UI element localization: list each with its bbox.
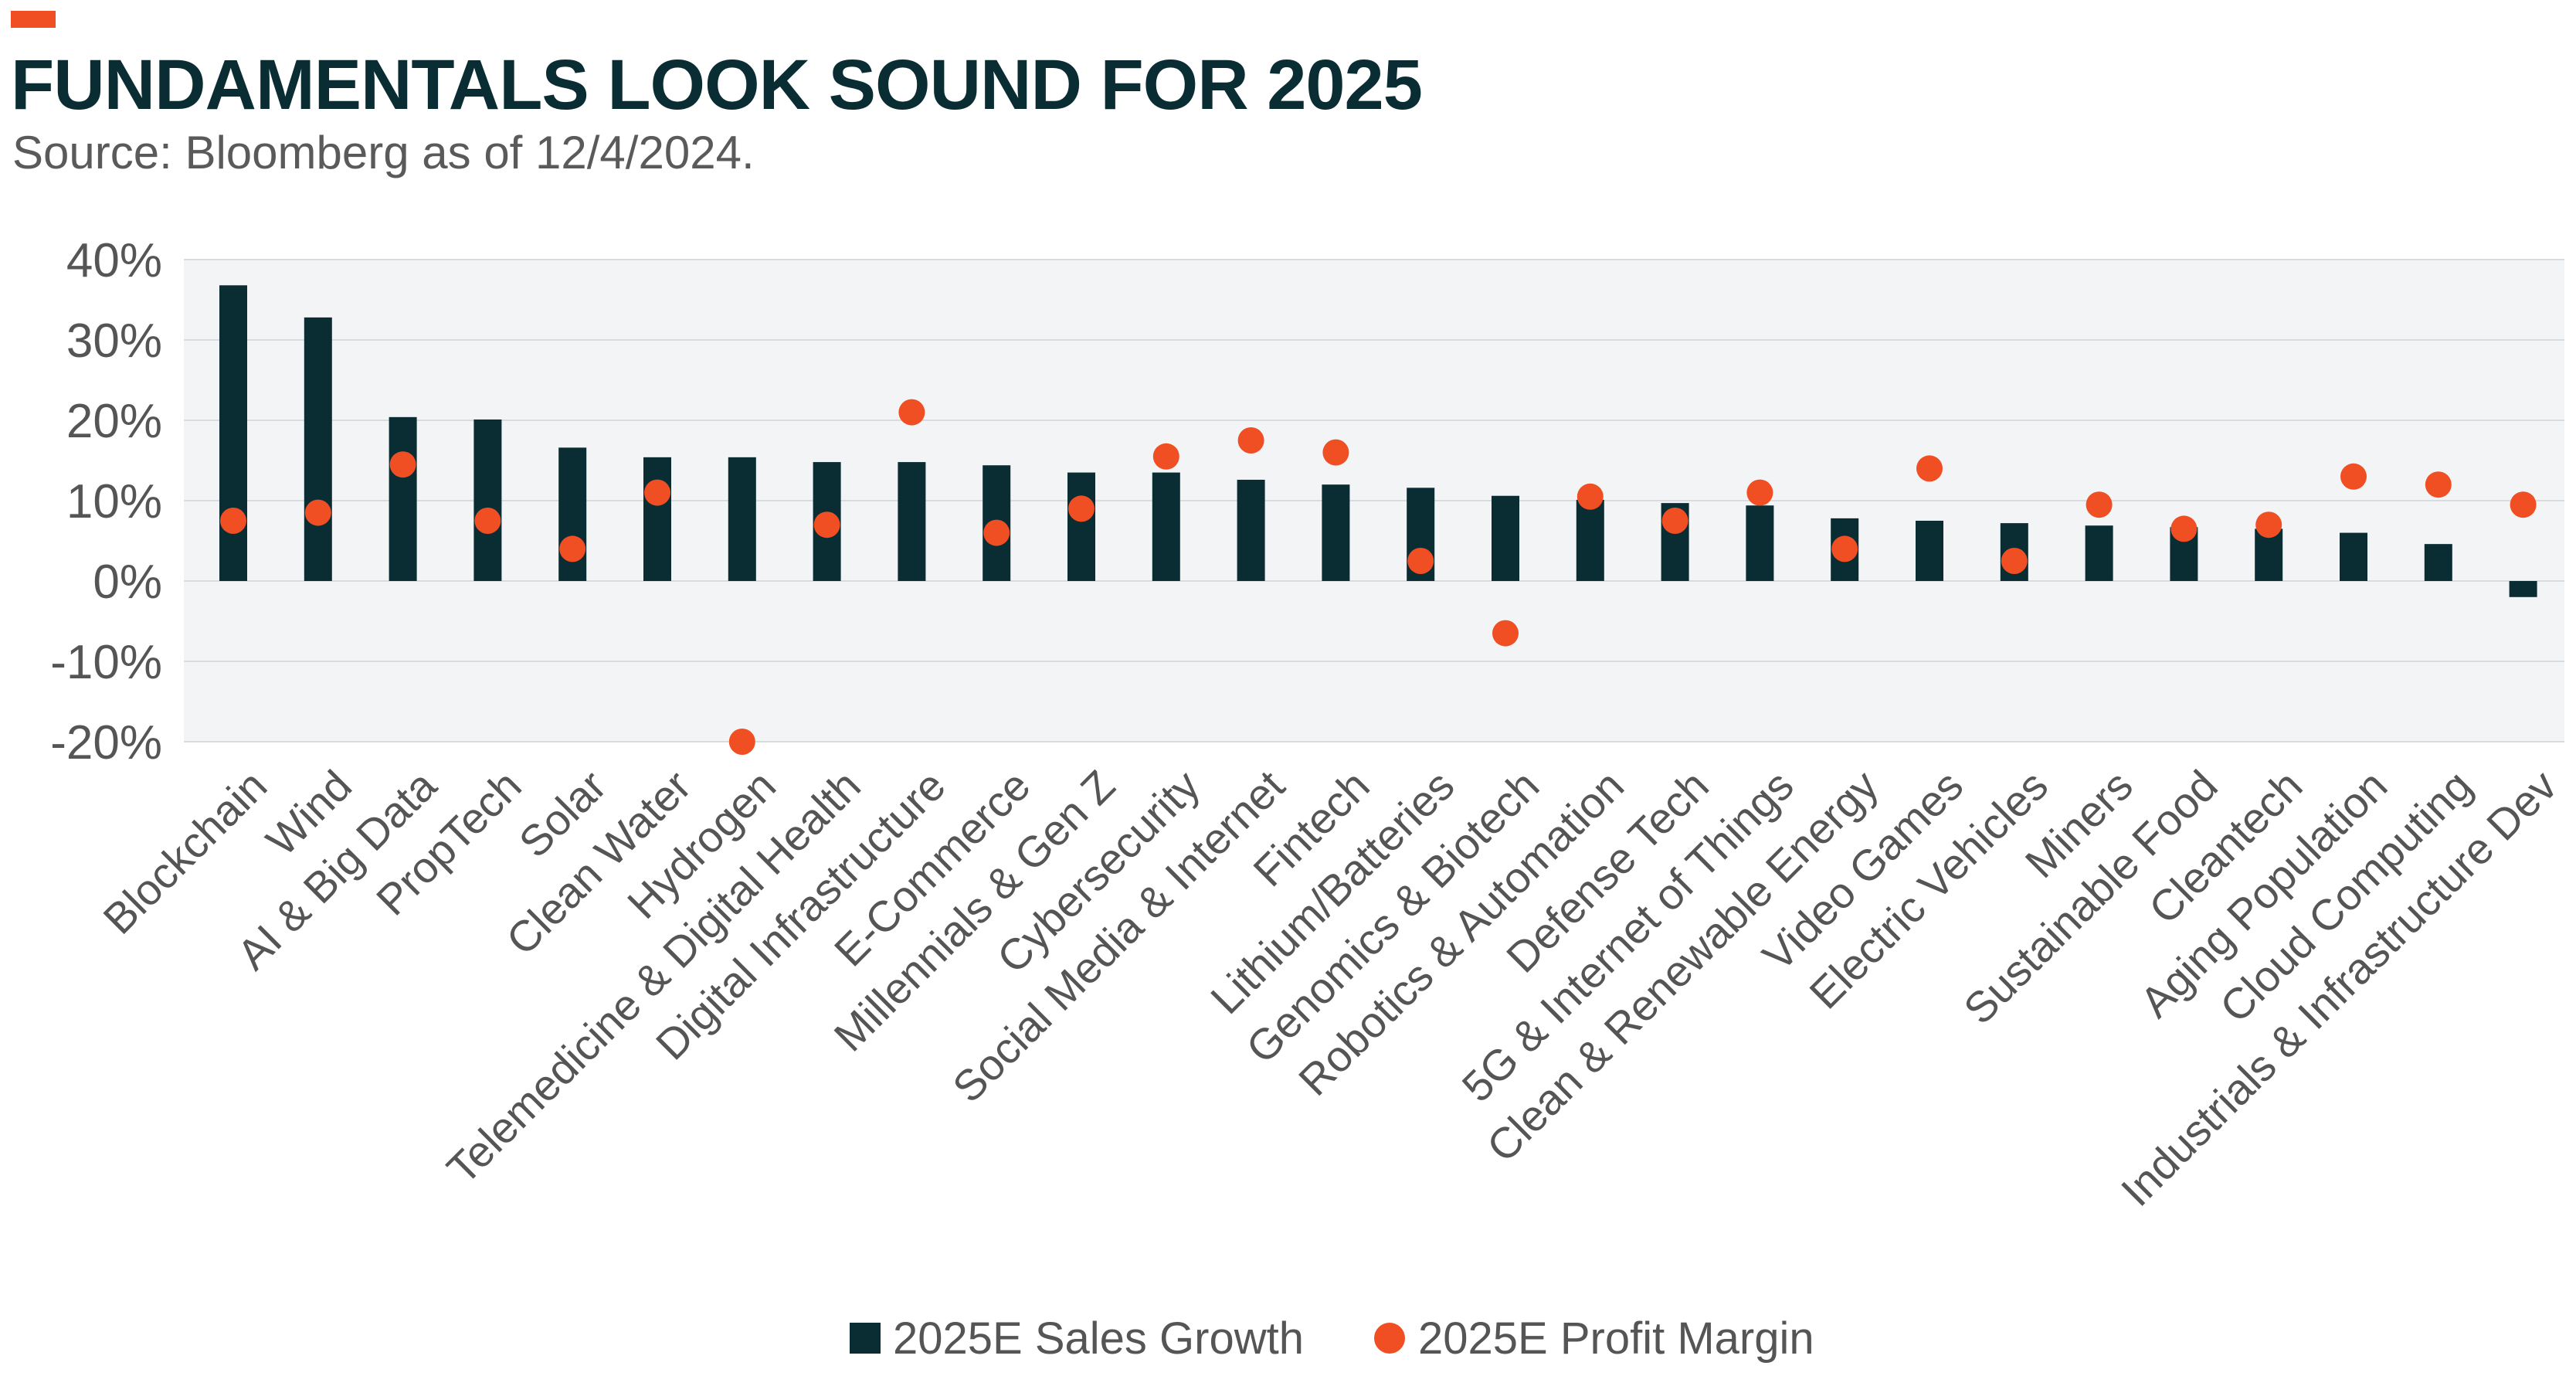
profit-margin-dot bbox=[1916, 455, 1943, 482]
title-accent-bar bbox=[11, 11, 56, 28]
y-tick-label: -20% bbox=[50, 716, 162, 770]
profit-margin-dot bbox=[728, 729, 755, 755]
profit-margin-dot bbox=[1237, 427, 1264, 454]
profit-margin-dot bbox=[1407, 548, 1434, 574]
sales-growth-bar bbox=[1916, 521, 1943, 581]
profit-margin-dot bbox=[220, 508, 246, 534]
y-tick-label: 10% bbox=[66, 475, 162, 528]
profit-margin-dots bbox=[220, 399, 2537, 755]
sales-growth-bar bbox=[1322, 484, 1350, 581]
sales-growth-bar bbox=[219, 285, 247, 581]
chart-subtitle: Source: Bloomberg as of 12/4/2024. bbox=[12, 127, 755, 178]
profit-margin-dot bbox=[1068, 495, 1095, 522]
profit-margin-dot bbox=[1576, 483, 1604, 510]
y-tick-label: 20% bbox=[66, 395, 162, 448]
profit-margin-dot bbox=[898, 399, 925, 426]
profit-margin-dot bbox=[1322, 439, 1349, 466]
sales-growth-bar bbox=[389, 416, 417, 581]
sales-growth-bars bbox=[219, 285, 2537, 597]
profit-margin-dot bbox=[2255, 511, 2282, 539]
profit-margin-dot bbox=[2086, 491, 2113, 518]
profit-margin-dot bbox=[304, 499, 331, 526]
sales-growth-bar bbox=[898, 462, 926, 581]
sales-growth-bar bbox=[1237, 479, 1265, 581]
sales-growth-bar bbox=[1746, 505, 1774, 581]
sales-growth-bar bbox=[2085, 525, 2113, 581]
profit-margin-dot bbox=[1746, 479, 1773, 506]
profit-margin-dot bbox=[1492, 620, 1519, 647]
profit-margin-dot bbox=[1831, 535, 1858, 562]
legend-label-profit-margin: 2025E Profit Margin bbox=[1418, 1313, 1814, 1364]
profit-margin-dot bbox=[2001, 548, 2028, 574]
y-tick-label: 0% bbox=[93, 556, 162, 609]
sales-growth-bar bbox=[473, 419, 502, 581]
profit-margin-dot bbox=[2340, 463, 2367, 490]
profit-margin-dot bbox=[644, 479, 670, 506]
profit-margin-dot bbox=[559, 535, 586, 562]
sales-growth-bar bbox=[728, 457, 756, 581]
y-tick-label: 30% bbox=[66, 314, 162, 368]
legend-swatch-profit-margin bbox=[1374, 1323, 1405, 1354]
y-tick-label: 40% bbox=[66, 234, 162, 287]
sales-growth-bar bbox=[2509, 581, 2537, 597]
y-tick-label: -10% bbox=[50, 636, 162, 689]
legend-label-sales-growth: 2025E Sales Growth bbox=[893, 1313, 1304, 1364]
legend: 2025E Sales Growth 2025E Profit Margin bbox=[850, 1313, 1814, 1364]
sales-growth-bar bbox=[1492, 495, 1519, 581]
profit-margin-dot bbox=[389, 451, 416, 478]
profit-margin-dot bbox=[2170, 515, 2198, 542]
profit-margin-dot bbox=[983, 519, 1010, 546]
profit-margin-dot bbox=[1661, 508, 1688, 534]
legend-swatch-sales-growth bbox=[850, 1323, 881, 1354]
x-category-label: Blockchain bbox=[93, 761, 276, 943]
profit-margin-dot bbox=[2510, 491, 2537, 518]
sales-growth-bar bbox=[2340, 532, 2367, 581]
profit-margin-dot bbox=[813, 511, 840, 539]
y-axis-tick-labels: 40% 30% 20% 10% 0% -10% -20% bbox=[50, 234, 162, 770]
profit-margin-dot bbox=[1152, 443, 1179, 470]
chart-title: FUNDAMENTALS LOOK SOUND FOR 2025 bbox=[11, 46, 1423, 124]
sales-growth-bar bbox=[1152, 472, 1180, 581]
sales-growth-bar bbox=[304, 317, 332, 581]
profit-margin-dot bbox=[474, 508, 501, 534]
sales-growth-bar bbox=[1576, 499, 1604, 581]
profit-margin-dot bbox=[2425, 471, 2452, 498]
sales-growth-bar bbox=[643, 457, 671, 581]
sales-growth-bar bbox=[1067, 472, 1095, 581]
sales-growth-bar bbox=[2424, 544, 2452, 581]
